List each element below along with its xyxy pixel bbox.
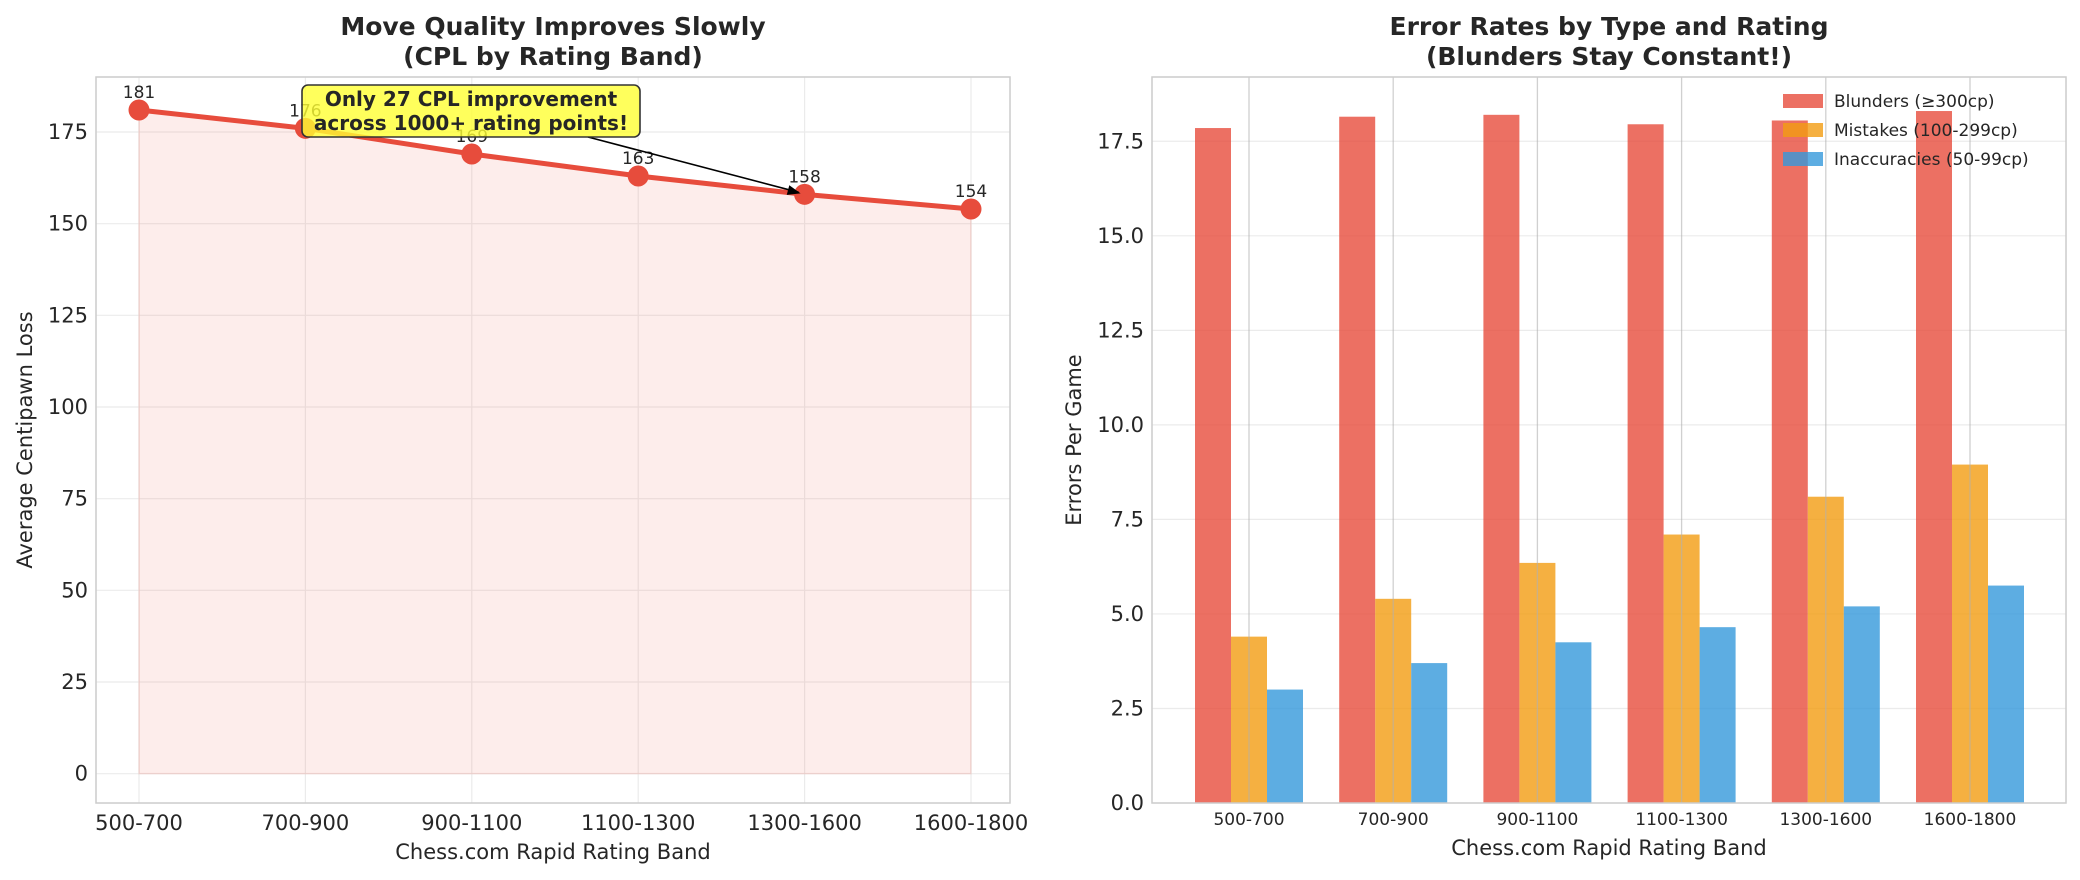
cpl-data-label-1300-1600: 158 [788,167,820,187]
cpl-point-500-700 [128,99,150,121]
cpl-x-tick-label-500-700: 500-700 [95,811,183,835]
annotation-box [301,84,641,138]
error-chart-x-axis-label: Chess.com Rapid Rating Band [1451,836,1766,860]
cpl-chart-grid [96,77,1010,803]
annotation-arrow-head [786,185,801,195]
bar-blunders-1300-1600 [1771,120,1808,803]
bar-blunders-1100-1300 [1627,124,1664,803]
cpl-x-tick-label-1300-1600: 1300-1600 [747,811,861,835]
legend-label-blunders: Blunders (≥300cp) [1834,92,1995,112]
error-y-tick-label: 12.5 [1097,318,1144,342]
error-y-tick-label: 10.0 [1097,413,1144,437]
legend-swatch-blunders [1783,94,1823,108]
cpl-chart-plot: 181176169163158154 [123,83,987,775]
error-x-tick-label-700-900: 700-900 [1358,810,1429,830]
annotation-arrow-line [587,136,799,194]
error-chart-frame [1151,76,2067,804]
cpl-chart: Move Quality Improves Slowly (CPL by Rat… [13,12,1028,864]
legend-swatch-inaccuracies [1783,152,1823,166]
bar-inaccuracies-1600-1800 [1988,585,2024,803]
cpl-point-1100-1300 [627,165,649,187]
cpl-x-tick-label-1600-1800: 1600-1800 [914,811,1028,835]
legend-label-mistakes: Mistakes (100-299cp) [1834,121,2018,141]
error-y-tick-label: 0.0 [1111,791,1144,815]
cpl-y-tick-label: 25 [61,670,88,694]
bar-inaccuracies-900-1100 [1555,642,1592,803]
cpl-x-tick-label-1100-1300: 1100-1300 [581,811,695,835]
cpl-chart-y-axis-label: Average Centipawn Loss [13,311,37,568]
cpl-x-tick-label-900-1100: 900-1100 [421,811,522,835]
cpl-point-1300-1600 [794,183,816,205]
legend-swatch-mistakes [1783,123,1823,137]
bar-inaccuracies-700-900 [1411,663,1448,803]
error-y-tick-label: 2.5 [1111,696,1144,720]
cpl-y-tick-label: 175 [48,120,88,144]
cpl-point-900-1100 [461,143,483,165]
cpl-chart-frame [95,76,1011,804]
bar-inaccuracies-1100-1300 [1699,627,1736,803]
error-chart-title-line-1: Error Rates by Type and Rating [1390,12,1829,41]
error-y-tick-label: 15.0 [1097,224,1144,248]
bar-inaccuracies-500-700 [1267,689,1303,803]
cpl-data-label-1100-1300: 163 [622,149,654,169]
error-x-tick-label-1100-1300: 1100-1300 [1635,810,1728,830]
cpl-data-label-500-700: 181 [123,83,155,103]
cpl-chart-title-line-1: Move Quality Improves Slowly [340,12,765,41]
annotation-text-line-2: across 1000+ rating points! [314,111,628,135]
bar-inaccuracies-1300-1600 [1843,606,1880,803]
cpl-series-line [138,107,972,212]
cpl-y-tick-label: 75 [61,487,88,511]
cpl-point-1600-1800 [960,198,982,220]
cpl-y-tick-label: 0 [75,762,88,786]
error-chart-ticks: 0.0 2.5 5.0 7.5 10.0 12.5 15.0 17.5 500-700 700-9… [1097,129,2016,830]
cpl-area-fill [138,109,972,775]
cpl-chart-ticks: 0 25 50 75 100 125 150 175 500-700 700-900 900-110… [48,120,1028,835]
cpl-y-tick-label: 125 [48,303,88,327]
error-x-tick-label-900-1100: 900-1100 [1496,810,1578,830]
cpl-x-tick-label-700-900: 700-900 [262,811,350,835]
cpl-y-tick-label: 150 [48,212,88,236]
annotation-text-line-1: Only 27 CPL improvement [325,87,618,111]
bar-blunders-700-900 [1339,116,1376,803]
cpl-y-tick-label: 100 [48,395,88,419]
cpl-chart-x-axis-label: Chess.com Rapid Rating Band [395,840,710,864]
cpl-y-tick-label: 50 [61,578,88,602]
error-chart-title-line-2: (Blunders Stay Constant!) [1426,42,1792,71]
error-y-tick-label: 17.5 [1097,129,1144,153]
cpl-data-label-1600-1800: 154 [955,182,987,202]
error-x-tick-label-500-700: 500-700 [1213,810,1284,830]
error-chart-legend: Blunders (≥300cp) Mistakes (100-299cp) Ina… [1783,92,2029,170]
error-chart-category-lines [1248,77,1971,803]
bar-blunders-500-700 [1195,128,1231,803]
error-x-tick-label-1600-1800: 1600-1800 [1924,810,2017,830]
error-y-tick-label: 5.0 [1111,602,1144,626]
error-y-tick-label: 7.5 [1111,507,1144,531]
error-rates-chart: Error Rates by Type and Rating (Blunders… [1062,12,2067,860]
error-x-tick-label-1300-1600: 1300-1600 [1779,810,1872,830]
error-chart-y-axis-label: Errors Per Game [1062,354,1086,525]
bar-blunders-900-1100 [1483,114,1520,803]
cpl-chart-title-line-2: (CPL by Rating Band) [403,42,703,71]
bar-blunders-1600-1800 [1916,111,1952,803]
legend-label-inaccuracies: Inaccuracies (50-99cp) [1834,150,2029,170]
